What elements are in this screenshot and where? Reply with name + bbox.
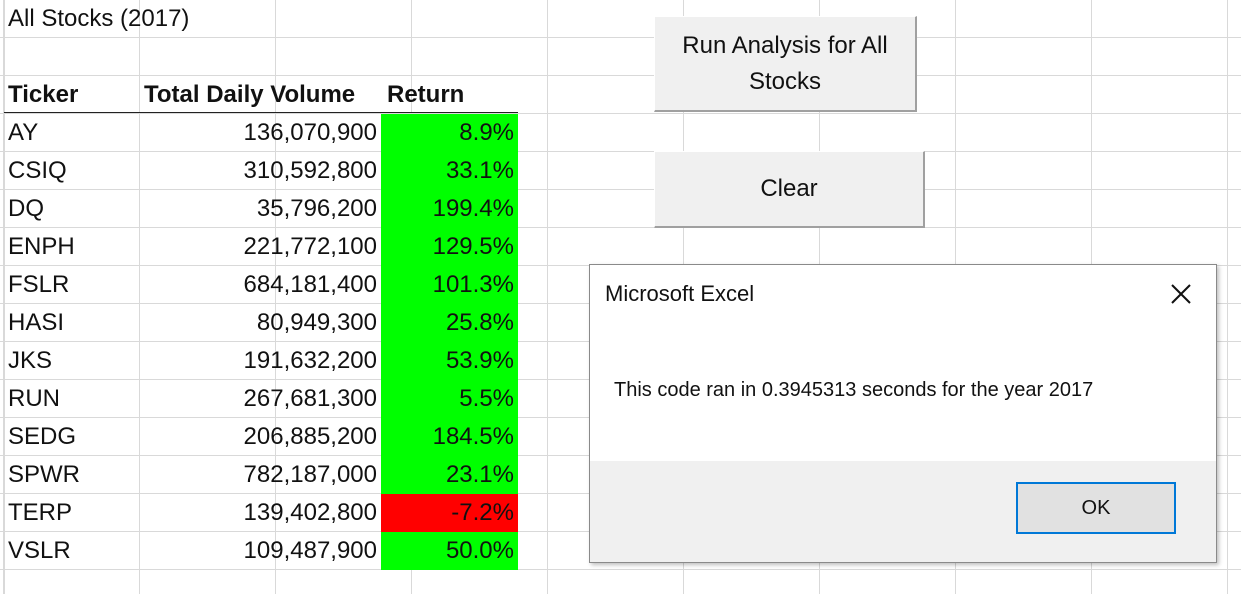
clear-button[interactable]: Clear: [654, 151, 925, 228]
volume-cell[interactable]: 80,949,300: [256, 309, 377, 336]
clear-label: Clear: [760, 175, 818, 202]
header-ticker[interactable]: Ticker: [8, 81, 79, 108]
volume-cell[interactable]: 267,681,300: [243, 385, 377, 412]
volume-cell[interactable]: 136,070,900: [243, 119, 377, 146]
return-cell[interactable]: -7.2%: [381, 494, 518, 532]
volume-cell[interactable]: 221,772,100: [243, 233, 377, 260]
volume-cell[interactable]: 191,632,200: [243, 347, 377, 374]
return-cell[interactable]: 5.5%: [381, 380, 518, 418]
ok-button[interactable]: OK: [1016, 482, 1176, 534]
ticker-cell[interactable]: RUN: [8, 385, 60, 412]
run-analysis-button[interactable]: Run Analysis for All Stocks: [654, 16, 917, 112]
volume-cell[interactable]: 206,885,200: [243, 423, 377, 450]
return-cell[interactable]: 199.4%: [381, 190, 518, 228]
ticker-cell[interactable]: HASI: [8, 309, 65, 336]
return-cell[interactable]: 25.8%: [381, 304, 518, 342]
ticker-cell[interactable]: DQ: [8, 195, 44, 222]
return-cell[interactable]: 50.0%: [381, 532, 518, 570]
ticker-cell[interactable]: JKS: [8, 347, 53, 374]
close-icon[interactable]: [1166, 279, 1196, 309]
header-underline: [4, 112, 518, 113]
dialog-message: This code ran in 0.3945313 seconds for t…: [614, 379, 1094, 401]
volume-cell[interactable]: 139,402,800: [243, 499, 377, 526]
ticker-cell[interactable]: SPWR: [8, 461, 80, 488]
return-cell[interactable]: 184.5%: [381, 418, 518, 456]
dialog-body: [590, 265, 1216, 461]
ticker-cell[interactable]: FSLR: [8, 271, 70, 298]
sheet-title: All Stocks (2017): [8, 5, 190, 32]
ticker-cell[interactable]: SEDG: [8, 423, 77, 450]
message-dialog: Microsoft Excel This code ran in 0.39453…: [589, 264, 1217, 563]
ticker-cell[interactable]: TERP: [8, 499, 73, 526]
return-cell[interactable]: 129.5%: [381, 228, 518, 266]
volume-cell[interactable]: 35,796,200: [256, 195, 377, 222]
ticker-cell[interactable]: CSIQ: [8, 157, 67, 184]
ticker-cell[interactable]: AY: [8, 119, 39, 146]
dialog-title: Microsoft Excel: [605, 281, 755, 306]
run-analysis-label: Run Analysis for All Stocks: [682, 31, 888, 95]
return-cell[interactable]: 23.1%: [381, 456, 518, 494]
volume-cell[interactable]: 684,181,400: [243, 271, 377, 298]
ok-label: OK: [1081, 496, 1111, 519]
ticker-cell[interactable]: ENPH: [8, 233, 75, 260]
header-volume[interactable]: Total Daily Volume: [144, 81, 356, 108]
volume-cell[interactable]: 782,187,000: [243, 461, 377, 488]
ticker-cell[interactable]: VSLR: [8, 537, 71, 564]
return-cell[interactable]: 33.1%: [381, 152, 518, 190]
return-cell[interactable]: 8.9%: [381, 114, 518, 152]
volume-cell[interactable]: 310,592,800: [243, 157, 377, 184]
header-return[interactable]: Return: [387, 81, 465, 108]
return-cell[interactable]: 53.9%: [381, 342, 518, 380]
volume-cell[interactable]: 109,487,900: [243, 537, 377, 564]
return-cell[interactable]: 101.3%: [381, 266, 518, 304]
gridline: [4, 0, 5, 594]
